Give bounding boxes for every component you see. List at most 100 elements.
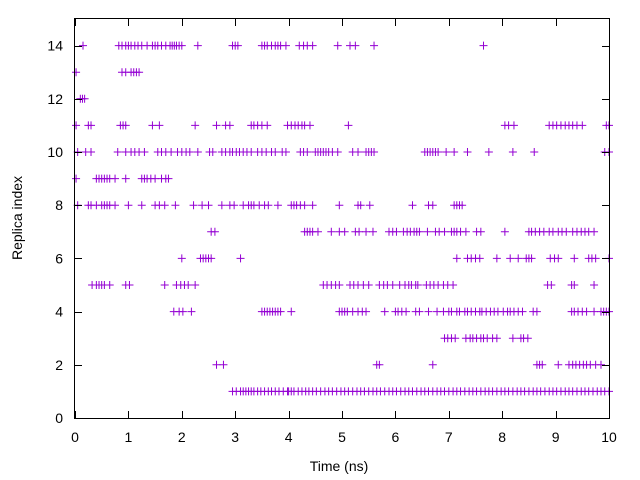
data-point [171,201,180,210]
x-tick-label: 3 [231,429,239,445]
data-point [415,307,424,316]
data-point [554,360,563,369]
data-point [80,94,89,103]
data-point [380,307,389,316]
data-point [523,334,532,343]
data-point [212,121,221,130]
data-point [300,201,309,210]
data-point [87,121,96,130]
y-tick-label: 4 [55,304,63,320]
y-axis: 0 2 4 6 8 10 12 14 [47,38,609,426]
data-point [458,201,467,210]
data-point [423,227,432,236]
data-point [191,281,200,289]
data-point [365,201,374,210]
data-point [428,201,437,210]
data-point [479,41,488,50]
data-point [210,227,219,236]
data-point [335,281,344,289]
data-point [230,201,239,210]
data-point [177,254,186,263]
data-point [596,360,605,369]
data-point [518,307,527,316]
data-point [87,148,96,156]
data-point [204,201,213,210]
data-point [113,148,122,156]
data-points [72,41,613,396]
data-point [263,121,272,130]
data-point [193,41,202,50]
data-point [413,281,422,289]
data-point [124,201,133,210]
data-point [461,227,470,236]
data-point [547,281,556,289]
data-point [415,227,424,236]
data-point [484,148,493,156]
x-tick-label: 2 [178,429,186,445]
data-point [276,307,285,316]
data-point [308,41,317,50]
y-tick-label: 12 [47,91,63,107]
data-point [193,148,202,156]
data-point [273,201,282,210]
data-point [492,254,501,263]
data-point [335,201,344,210]
x-tick-label: 1 [125,429,133,445]
data-point [570,281,579,289]
data-point [184,281,193,289]
data-point [508,334,517,343]
data-point [434,148,443,156]
data-point [225,121,234,130]
x-axis-label: Time (ns) [310,458,369,474]
data-point [492,334,501,343]
data-point [219,360,228,369]
data-point [287,307,296,316]
data-point [538,360,547,369]
data-point [463,148,472,156]
x-axis: 0 1 2 3 4 5 6 7 8 9 10 [71,19,617,445]
data-point [111,201,120,210]
data-point [271,148,280,156]
data-point [72,68,81,77]
data-point [308,201,317,210]
data-point [340,227,349,236]
plot-frame [74,18,610,419]
y-tick-label: 14 [47,38,63,54]
data-point [368,227,377,236]
data-point [160,281,169,289]
data-point [111,174,120,183]
x-tick-label: 0 [71,429,79,445]
data-point [121,174,130,183]
data-point [375,360,384,369]
x-tick-label: 5 [338,429,346,445]
data-point [408,201,417,210]
data-point [370,41,379,50]
data-point [364,281,373,289]
data-point [500,227,509,236]
data-point [388,281,397,289]
x-tick-label: 9 [552,429,560,445]
y-axis-label: Replica index [9,176,25,260]
data-point [207,254,216,263]
data-point [327,227,336,236]
data-point [333,148,342,156]
data-point [155,121,164,130]
data-point [475,254,484,263]
data-point [590,227,599,236]
x-tick-label: 6 [392,429,400,445]
data-point [450,148,459,156]
data-point [591,254,600,263]
data-point [428,360,437,369]
data-point [125,281,134,289]
data-point [554,254,563,263]
data-point [355,227,364,236]
data-point [476,227,485,236]
data-point [362,307,371,316]
data-point [351,41,360,50]
data-point [344,121,353,130]
data-point [178,307,187,316]
y-tick-label: 6 [55,250,63,266]
x-tick-label: 8 [498,429,506,445]
data-point [370,148,379,156]
